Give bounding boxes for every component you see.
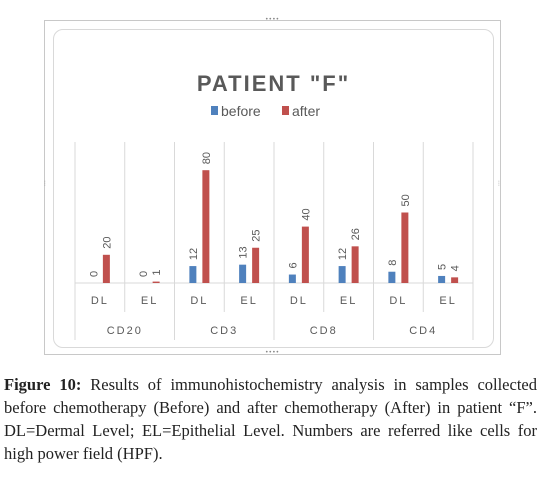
data-label-before-4: 6 [287, 262, 299, 268]
bar-after-6 [401, 212, 409, 283]
data-label-after-2: 80 [201, 152, 213, 164]
data-label-after-0: 20 [101, 237, 113, 249]
bar-after-4 [301, 226, 309, 283]
bar-before-7 [438, 275, 446, 283]
bar-after-3 [252, 247, 260, 283]
bar-after-7 [451, 277, 459, 283]
bar-before-2 [189, 266, 197, 283]
data-label-after-1: 1 [151, 269, 163, 275]
group-label-cd4: CD4 [409, 325, 437, 337]
subcategory-label-7: EL [439, 295, 456, 307]
bar-after-5 [351, 246, 359, 283]
figure-caption: Figure 10: Results of immunohistochemist… [4, 373, 537, 465]
chart-title: PATIENT "F" [197, 71, 350, 96]
data-label-after-5: 26 [350, 228, 362, 240]
chart-frame: •••• •••• ⋮ ⋮ PATIENT "F" before after 0 20 D… [42, 16, 502, 356]
bar-after-2 [202, 170, 210, 283]
data-label-before-2: 12 [188, 248, 200, 260]
data-label-before-3: 13 [238, 246, 250, 258]
subcategory-label-1: EL [141, 295, 158, 307]
data-label-after-4: 40 [300, 208, 312, 220]
resize-handle-top[interactable]: •••• [265, 16, 280, 23]
data-label-before-0: 0 [88, 271, 100, 277]
legend-label-after: after [292, 103, 320, 119]
legend-swatch-after [282, 106, 289, 115]
data-label-before-7: 5 [437, 264, 449, 270]
legend-label-before: before [221, 103, 261, 119]
subcategory-label-2: DL [190, 295, 208, 307]
subcategory-label-6: DL [389, 295, 407, 307]
data-label-after-3: 25 [251, 230, 263, 242]
resize-handle-bottom[interactable]: •••• [265, 349, 280, 356]
subcategory-label-0: DL [91, 295, 109, 307]
data-label-before-5: 12 [337, 248, 349, 260]
data-label-before-1: 0 [138, 271, 150, 277]
data-label-after-7: 4 [450, 265, 462, 271]
bar-before-3 [239, 264, 247, 283]
bar-before-5 [338, 266, 346, 283]
group-label-cd3: CD3 [210, 325, 238, 337]
bar-before-4 [288, 274, 296, 283]
data-label-after-6: 50 [400, 194, 412, 206]
resize-handle-left[interactable]: ⋮ [42, 180, 48, 187]
legend-swatch-before [211, 106, 218, 115]
bar-before-6 [388, 271, 396, 283]
resize-handle-right[interactable]: ⋮ [496, 180, 502, 187]
bar-after-1 [152, 281, 160, 283]
caption-text: Results of immunohistochemistry analysis… [4, 375, 537, 463]
chart-area: PATIENT "F" before after 0 20 DL 0 1 EL 12 80 DL 13 2… [53, 29, 494, 348]
subcategory-label-5: EL [340, 295, 357, 307]
group-label-cd20: CD20 [107, 325, 143, 337]
caption-label: Figure 10: [4, 375, 82, 394]
data-label-before-6: 8 [387, 260, 399, 266]
subcategory-label-4: DL [290, 295, 308, 307]
bar-after-0 [102, 254, 110, 283]
group-label-cd8: CD8 [310, 325, 338, 337]
subcategory-label-3: EL [240, 295, 257, 307]
